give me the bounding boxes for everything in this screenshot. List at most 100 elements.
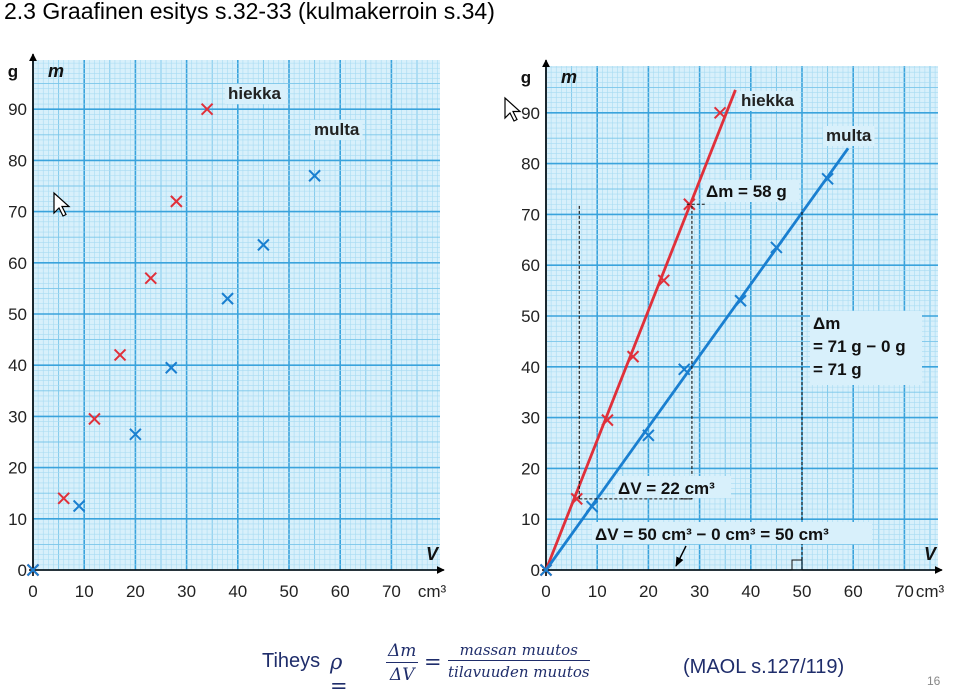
point-stroke [642,429,655,442]
formula-rho: ρ = [330,650,348,698]
series-label-bg [823,126,875,146]
y-tick-label: 10 [521,510,540,529]
data-point-multa [734,294,747,307]
y-tick-label: 80 [521,155,540,174]
data-point-multa [539,563,553,577]
fit-line-multa [544,147,850,571]
x-tick-label: 60 [331,582,350,601]
annotation-dm-blue-line: = 71 g − 0 g [813,337,906,356]
slide-title: 2.3 Graafinen esitys s.32-33 (kulmakerro… [4,0,495,24]
data-point-multa [821,172,834,186]
data-point-multa [26,563,40,577]
cursor-icon [504,96,522,122]
y-tick-label: 20 [521,459,540,478]
x-tick-label: 30 [177,582,196,601]
x-tick-label: 20 [126,582,145,601]
point-stroke [539,563,553,577]
y-tick-label: 60 [8,254,27,273]
y-tick-label: 10 [8,510,27,529]
x-tick-label: 0 [541,582,550,601]
chart-right: 0 10 20 30 40 50 60 70 0 10 20 30 40 50 60 70 80 90 g m Vcm³… [504,59,944,601]
point-stroke [129,428,142,441]
point-stroke [165,361,178,374]
point-stroke [200,102,214,116]
data-point-hiekka [144,271,157,285]
y-tick-label: 40 [521,358,540,377]
formula-equals: = [424,650,442,674]
data-point-hiekka [657,274,670,287]
x-tick-label: 10 [588,582,607,601]
y-unit-label: g [521,68,531,87]
data-point-multa [221,292,234,305]
x-tick-label: 10 [75,582,94,601]
data-point-multa [678,363,691,376]
point-stroke [734,294,747,307]
y-tick-label: 0 [531,561,540,580]
data-point-hiekka [601,413,614,427]
point-stroke [113,348,127,362]
formula-fraction-symbols: Δm ΔV [386,641,419,685]
point-stroke [144,271,157,285]
annotation-dv-red: ΔV = 22 cm³ [618,479,715,498]
point-stroke [26,563,40,577]
y-tick-label: 20 [8,459,27,478]
charts-area: 0 10 20 30 40 50 60 70 0 10 20 30 40 50 60 70 80 90 g m Vcm³… [8,53,944,601]
annotation-dv-blue: ΔV = 50 cm³ − 0 cm³ = 50 cm³ [595,525,829,544]
point-stroke [678,363,691,376]
y-unit-label: g [8,62,18,81]
x-tick-label: 40 [228,582,247,601]
x-symbol-label: V [924,544,938,564]
formula-mass-change: massan muutos [448,641,590,661]
y-tick-label: 50 [8,305,27,324]
point-stroke [308,169,321,182]
y-tick-label: 60 [521,256,540,275]
point-stroke [585,500,599,513]
x-symbol-label: V [426,544,440,564]
data-point-hiekka [200,102,214,116]
y-tick-label: 90 [8,100,27,119]
x-tick-label: 20 [639,582,658,601]
data-point-hiekka [170,195,183,208]
point-stroke [170,195,183,208]
point-stroke [657,274,670,287]
series-label-multa: multa [826,126,872,145]
annotation-bg [810,311,922,385]
data-point-hiekka [88,412,101,426]
point-stroke [88,412,101,426]
formula-fraction-words: massan muutos tilavuuden muutos [448,641,590,681]
right-angle-mark [791,559,803,571]
annotation-bg [615,476,731,498]
y-tick-label: 30 [8,407,27,426]
x-tick-label: 70 [382,582,401,601]
data-point-multa [770,241,783,254]
y-tick-label: 90 [521,104,540,123]
data-point-multa [585,500,599,513]
annotation-dm-blue-line: Δm [813,314,840,333]
fit-line-hiekka [544,89,737,571]
data-point-multa [129,428,142,441]
x-tick-label: 50 [793,582,812,601]
annotation-bg [592,522,872,544]
data-point-multa [257,238,270,252]
point-stroke [570,492,583,506]
series-label-multa: multa [314,120,360,139]
y-symbol-label: m [48,61,64,81]
annotation-bg [703,180,799,202]
data-point-hiekka [713,106,727,120]
x-tick-label: 0 [28,582,37,601]
point-stroke [601,413,614,427]
series-label-bg [225,84,287,104]
page-number: 16 [927,674,941,688]
x-tick-label: 60 [844,582,863,601]
series-label-bg [311,120,363,140]
y-symbol-label: m [561,67,577,87]
formula-word: Tiheys [262,650,321,672]
series-label-hiekka: hiekka [228,84,281,103]
series-label-bg [738,91,800,111]
point-stroke [626,350,640,363]
data-point-multa [642,429,655,442]
point-stroke [72,499,86,513]
point-stroke [221,292,234,305]
point-stroke [57,492,70,505]
y-tick-label: 70 [8,203,27,222]
